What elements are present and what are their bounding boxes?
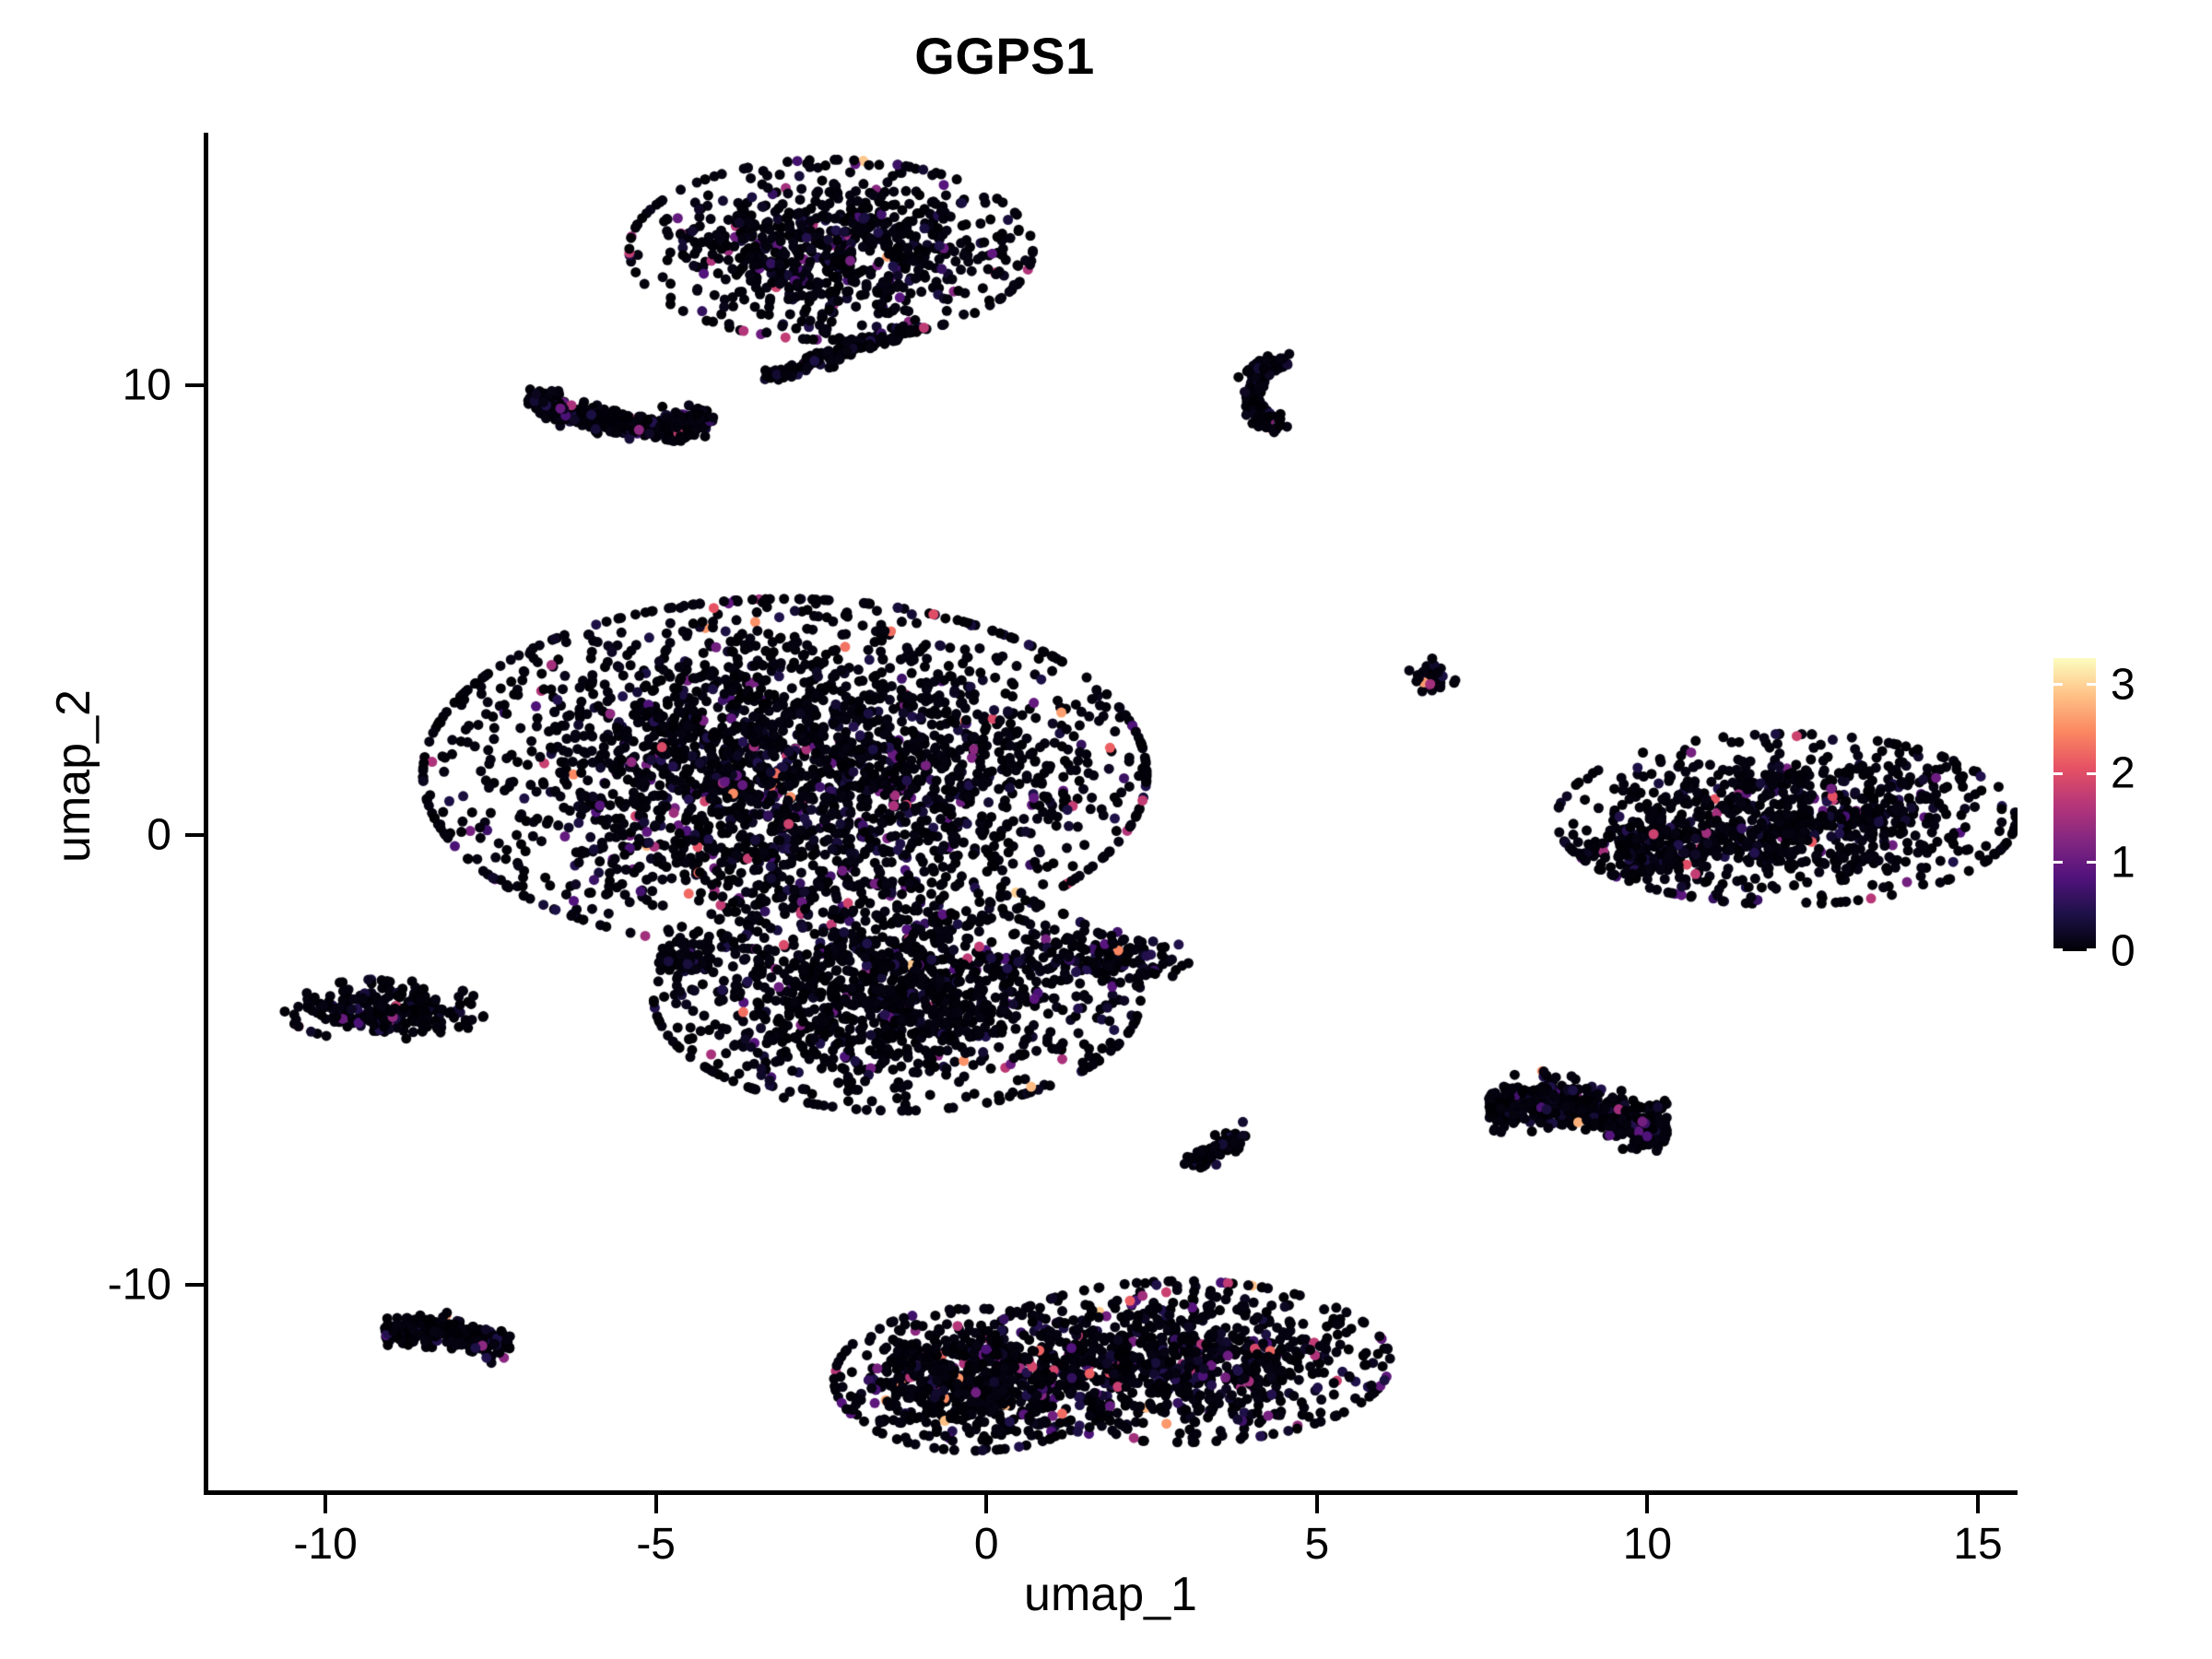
colorbar-tick [2087, 948, 2096, 951]
page-title: GGPS1 [914, 27, 1095, 85]
x-tick [984, 1495, 989, 1513]
colorbar-tick [2087, 861, 2096, 865]
x-tick [1314, 1495, 1319, 1513]
y-tick [185, 1283, 204, 1288]
x-tick-label: 5 [1304, 1520, 1330, 1569]
colorbar-tick [2053, 948, 2063, 951]
y-axis-line [204, 133, 208, 1494]
scatter-plot-canvas [206, 133, 2018, 1492]
x-tick-label: -5 [636, 1520, 676, 1569]
colorbar-tick [2053, 861, 2063, 865]
colorbar-tick [2087, 683, 2096, 687]
x-tick-label: 10 [1622, 1520, 1673, 1569]
colorbar-tick [2087, 771, 2096, 775]
x-tick-label: 0 [973, 1520, 999, 1569]
x-axis-label: umap_1 [1024, 1568, 1197, 1621]
x-tick-label: -10 [293, 1520, 358, 1569]
x-axis-line [204, 1490, 2018, 1495]
y-axis-label: umap_2 [47, 689, 100, 863]
colorbar-tick-label: 0 [2111, 926, 2136, 976]
colorbar-gradient [2053, 658, 2096, 951]
colorbar-tick-label: 1 [2111, 838, 2136, 888]
y-tick-label: -10 [107, 1260, 171, 1310]
x-tick [653, 1495, 658, 1513]
colorbar-tick [2053, 683, 2063, 687]
x-tick [324, 1495, 328, 1513]
colorbar-tick [2053, 771, 2063, 775]
x-tick [1645, 1495, 1650, 1513]
x-tick [1975, 1495, 1980, 1513]
colorbar-legend [2053, 658, 2096, 951]
y-tick [185, 382, 204, 387]
colorbar-tick-label: 2 [2111, 748, 2136, 798]
colorbar-tick-label: 3 [2111, 660, 2136, 710]
x-tick-label: 15 [1953, 1520, 2003, 1569]
y-tick [185, 832, 204, 837]
y-tick-label: 0 [147, 810, 171, 860]
y-tick-label: 10 [122, 360, 171, 409]
